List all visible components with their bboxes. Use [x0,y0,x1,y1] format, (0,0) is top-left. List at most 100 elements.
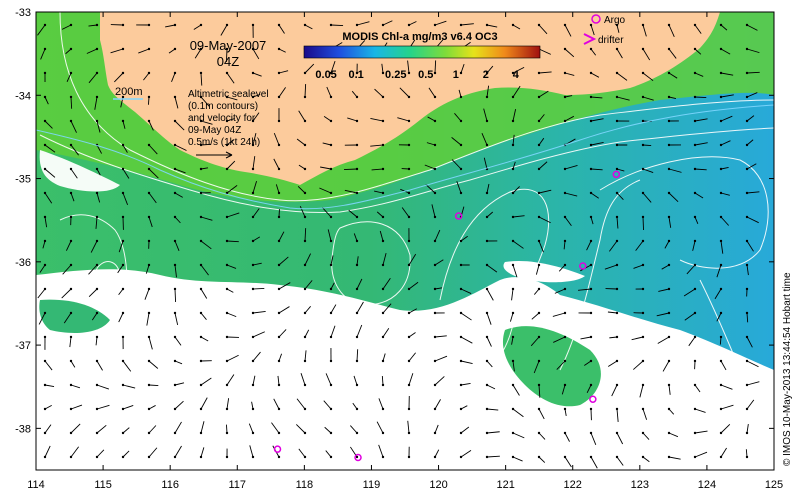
velocity-arrow-origin [355,311,359,315]
velocity-arrow-origin [433,215,437,219]
velocity-arrow [512,134,515,146]
velocity-arrow-origin [277,311,281,315]
velocity-arrow-origin [121,407,125,411]
velocity-arrow-origin [43,311,47,315]
velocity-arrow [662,360,670,372]
velocity-arrow [512,161,516,170]
velocity-arrow [343,168,358,170]
velocity-arrow-origin [745,167,749,171]
velocity-arrow [226,374,235,386]
velocity-arrow [297,186,306,194]
velocity-arrow-origin [355,455,359,459]
velocity-arrow-origin [173,239,177,243]
map-time: 04Z [217,54,239,69]
velocity-arrow [590,168,603,171]
velocity-arrow-origin [69,215,73,219]
velocity-arrow-origin [355,215,359,219]
velocity-arrow [656,312,670,317]
velocity-arrow [122,144,128,153]
lon-tick-label: 123 [631,479,649,491]
colorbar-tick-label: 0.1 [348,69,363,81]
velocity-arrow-origin [719,167,723,171]
velocity-arrow [746,240,754,252]
velocity-arrow [590,192,599,199]
velocity-arrow [200,312,207,320]
velocity-arrow-origin [43,287,47,291]
velocity-arrow-origin [329,359,333,363]
velocity-arrow [376,211,384,218]
velocity-arrow-origin [43,23,47,27]
velocity-arrow [486,85,490,98]
velocity-arrow-origin [225,47,229,51]
velocity-arrow [460,336,473,344]
velocity-arrow [746,360,759,368]
velocity-arrow [642,48,651,61]
velocity-arrow-origin [147,23,151,27]
velocity-arrow-origin [251,23,255,27]
velocity-arrow-origin [641,455,645,459]
velocity-arrow-origin [485,23,489,27]
velocity-arrow-origin [43,431,47,435]
velocity-arrow-origin [43,167,47,171]
velocity-arrow-origin [277,407,281,411]
velocity-arrow-origin [277,143,281,147]
velocity-arrow [226,160,236,170]
velocity-arrow [95,336,98,346]
velocity-arrow [483,157,488,170]
velocity-arrow-origin [433,263,437,267]
velocity-arrow-origin [173,383,177,387]
velocity-arrow-origin [433,455,437,459]
velocity-arrow-origin [693,455,697,459]
velocity-arrow-origin [589,71,593,75]
velocity-arrow [200,216,213,221]
velocity-arrow-origin [667,383,671,387]
lon-tick-label: 122 [564,479,582,491]
velocity-arrow [538,71,552,74]
argo-float-marker [612,170,621,179]
velocity-arrow [226,212,240,218]
velocity-arrow [486,336,492,347]
velocity-arrow-origin [693,335,697,339]
velocity-arrow [299,206,306,218]
velocity-arrow-origin [485,455,489,459]
velocity-arrow [278,329,287,338]
velocity-arrow-origin [173,143,177,147]
velocity-arrow-origin [147,95,151,99]
velocity-arrow [320,166,332,170]
velocity-arrow-origin [407,311,411,315]
velocity-arrow-origin [277,239,281,243]
velocity-arrow [96,384,110,390]
velocity-arrow [226,139,235,146]
velocity-arrow [434,376,445,386]
velocity-arrow-origin [563,71,567,75]
velocity-arrow-origin [667,263,671,267]
velocity-arrow [512,109,517,122]
velocity-arrow [356,349,359,362]
velocity-arrow-origin [277,287,281,291]
velocity-arrow [96,144,103,154]
velocity-arrow [668,24,675,37]
velocity-arrow [401,207,410,218]
velocity-arrow-origin [69,23,73,27]
velocity-arrow [252,112,260,122]
velocity-arrow-origin [433,191,437,195]
velocity-arrow-origin [407,95,411,99]
velocity-arrow [616,456,624,466]
velocity-arrow-origin [95,191,99,195]
velocity-arrow-origin [615,167,619,171]
velocity-arrow [746,216,759,224]
velocity-arrow-origin [43,119,47,123]
velocity-arrow-origin [563,23,567,27]
velocity-arrow-origin [381,167,385,171]
velocity-arrow-origin [563,407,567,411]
velocity-arrow [746,71,760,74]
velocity-arrow-origin [303,455,307,459]
velocity-arrow [716,312,722,322]
velocity-arrow-origin [69,407,73,411]
velocity-arrow [533,288,540,295]
velocity-arrow-origin [199,335,203,339]
velocity-arrow [70,192,75,202]
velocity-arrow-origin [199,215,203,219]
velocity-arrow-origin [43,143,47,147]
velocity-arrow-origin [459,143,463,147]
